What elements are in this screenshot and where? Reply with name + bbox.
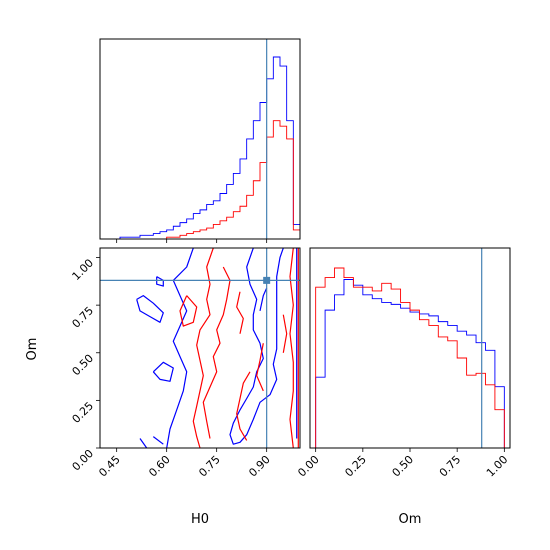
contour-x-tick-label: 0.90 bbox=[246, 453, 273, 480]
contour-series-a bbox=[136, 295, 164, 323]
h0-histogram-series-b bbox=[100, 120, 301, 240]
contour-y-tick-label: 1.00 bbox=[70, 256, 97, 283]
om-hist-x-tick-label: 1.00 bbox=[484, 453, 511, 480]
contour-y-tick-label: 0.00 bbox=[70, 447, 97, 474]
panel-frame-hist-h0 bbox=[99, 38, 301, 240]
contour-series-a bbox=[152, 436, 164, 445]
om-hist-x-tick-label: 0.50 bbox=[390, 453, 417, 480]
contour-y-tick-label: 0.50 bbox=[70, 352, 97, 379]
panel-hist-om: 0.00 0.25 0.50 0.75 1.00 bbox=[295, 247, 511, 480]
contour-series-b bbox=[236, 371, 251, 441]
panel-frame-contour bbox=[99, 247, 301, 449]
x-axis-label-h0: H0 bbox=[191, 512, 209, 527]
panel-hist-h0 bbox=[99, 38, 301, 243]
contour-lines bbox=[136, 248, 299, 448]
contour-series-b bbox=[256, 343, 264, 392]
contour-x-tick-label: 0.45 bbox=[96, 453, 123, 480]
contour-y-tick-label: 0.75 bbox=[70, 304, 97, 331]
contour-series-a bbox=[139, 438, 148, 448]
panel-contour-h0-om: 0.45 0.60 0.75 0.90 0.00 0.25 0.50 0.75 1.00 bbox=[70, 247, 301, 480]
contour-x-tick-label: 0.75 bbox=[196, 453, 223, 480]
h0-histogram-series-a bbox=[100, 56, 301, 240]
om-hist-x-tick-label: 0.75 bbox=[437, 453, 464, 480]
contour-y-tick-label: 0.25 bbox=[70, 399, 97, 426]
om-histogram-series-b bbox=[315, 267, 505, 448]
contour-series-a bbox=[259, 287, 268, 312]
om-hist-x-tick-label: 0.25 bbox=[342, 453, 369, 480]
contour-series-b bbox=[179, 295, 198, 327]
contour-series-b bbox=[192, 248, 214, 448]
contour-series-b bbox=[289, 248, 294, 448]
contour-series-b bbox=[236, 291, 244, 334]
x-axis-label-om: Om bbox=[399, 512, 422, 527]
contour-x-tick-label: 0.60 bbox=[146, 453, 173, 480]
contour-series-b bbox=[202, 266, 231, 439]
contour-series-a bbox=[152, 361, 174, 382]
contour-series-a bbox=[166, 248, 194, 448]
panel-frame-hist-om bbox=[309, 247, 511, 449]
contour-series-b bbox=[282, 314, 288, 353]
om-hist-x-tick-label: 0.00 bbox=[295, 453, 322, 480]
contour-series-a bbox=[229, 248, 284, 445]
contour-series-a bbox=[156, 276, 164, 287]
y-axis-label-om: Om bbox=[25, 338, 40, 361]
truth-marker bbox=[263, 276, 271, 284]
